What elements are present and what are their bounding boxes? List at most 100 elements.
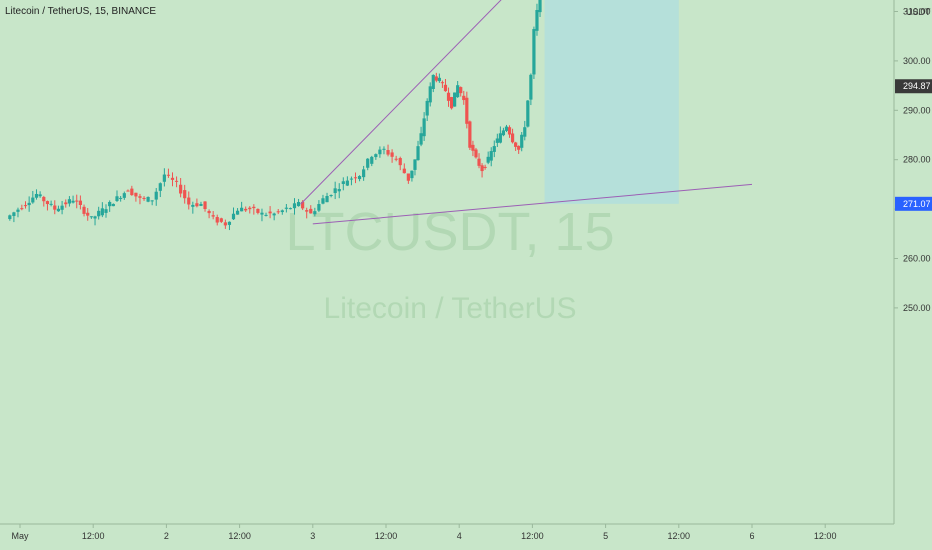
candle-body: [119, 197, 123, 199]
candle-body: [12, 212, 16, 217]
candle-body: [56, 208, 61, 212]
time-tick-label: 5: [603, 531, 608, 541]
candle-body: [195, 203, 199, 207]
candle-body: [8, 215, 12, 220]
candle-body: [78, 200, 82, 205]
time-tick-label: 12:00: [814, 531, 837, 541]
candle-body: [142, 197, 146, 199]
candle-body: [138, 196, 142, 198]
candle-body: [284, 207, 288, 209]
candle-body: [492, 146, 496, 152]
candle-body: [486, 156, 490, 163]
candle-body: [97, 210, 101, 217]
time-tick-label: 12:00: [228, 531, 251, 541]
time-tick-label: May: [11, 531, 29, 541]
candle-body: [252, 206, 256, 209]
candle-body: [374, 154, 378, 158]
candle-body: [187, 197, 191, 205]
candle-body: [474, 149, 478, 158]
candle-body: [67, 199, 72, 204]
candle-body: [264, 214, 268, 216]
candle-body: [538, 0, 542, 13]
candle-body: [520, 134, 524, 148]
candle-body: [64, 202, 68, 205]
candle-body: [100, 208, 104, 216]
level-label-marker: 294.87: [903, 81, 931, 91]
candle-body: [459, 87, 463, 94]
candle-body: [27, 202, 31, 206]
candle-body: [428, 86, 432, 103]
price-axis-unit: USDT: [906, 7, 931, 17]
candle-body: [443, 84, 448, 92]
time-tick-label: 6: [749, 531, 754, 541]
time-tick-label: 3: [310, 531, 315, 541]
price-tick-label: 310.00: [903, 7, 931, 17]
candle-body: [498, 133, 502, 143]
price-tick-label: 260.00: [903, 254, 931, 264]
candle-body: [75, 200, 79, 202]
price-tick-label: 290.00: [903, 105, 931, 115]
candle-body: [146, 196, 150, 202]
candle-body: [362, 169, 366, 178]
candle-body: [357, 176, 362, 180]
candle-body: [317, 204, 321, 211]
candle-body: [82, 206, 86, 214]
candle-body: [170, 177, 175, 180]
candle-body: [370, 156, 374, 164]
candle-body: [480, 165, 484, 172]
candle-body: [398, 158, 402, 166]
candle-body: [215, 217, 219, 223]
candle-body: [431, 74, 435, 89]
candle-body: [422, 118, 426, 137]
candle-body: [456, 85, 460, 98]
candle-body: [386, 150, 390, 155]
candle-body: [108, 201, 112, 207]
candle-body: [158, 183, 162, 191]
candle-body: [268, 211, 272, 214]
candle-body: [183, 190, 187, 199]
time-tick-label: 12:00: [521, 531, 544, 541]
candle-body: [126, 190, 130, 192]
candle-body: [203, 201, 207, 210]
candle-body: [465, 97, 469, 124]
candle-body: [337, 188, 341, 192]
time-tick-label: 2: [164, 531, 169, 541]
candle-body: [60, 205, 64, 210]
candle-body: [130, 188, 134, 196]
candle-body: [471, 144, 475, 151]
candle-body: [413, 159, 417, 170]
candle-body: [288, 208, 293, 210]
candle-body: [207, 210, 211, 214]
candle-body: [483, 166, 487, 168]
candle-body: [390, 152, 394, 157]
candle-body: [166, 174, 171, 176]
candle-body: [93, 216, 97, 219]
candle-body: [382, 148, 386, 150]
candle-body: [86, 212, 90, 216]
candle-body: [38, 194, 42, 197]
candle-body: [440, 82, 445, 84]
candle-body: [115, 196, 119, 201]
candle-body: [305, 210, 309, 212]
time-tick-label: 12:00: [82, 531, 105, 541]
candle-body: [378, 149, 382, 155]
candle-body: [410, 170, 414, 179]
candle-body: [321, 198, 325, 204]
candle-body: [517, 145, 521, 150]
candle-body: [504, 126, 509, 131]
candle-body: [179, 184, 183, 194]
candle-body: [510, 133, 515, 143]
candle-body: [292, 203, 297, 209]
candle-body: [529, 74, 533, 100]
candle-body: [489, 151, 493, 161]
candle-body: [329, 195, 333, 197]
candle-body: [325, 196, 329, 203]
candle-body: [272, 213, 276, 216]
level-badge-marker: [895, 79, 932, 94]
candle-body: [244, 208, 248, 211]
candle-body: [341, 181, 345, 184]
candle-body: [526, 100, 530, 127]
candle-body: [446, 92, 451, 101]
